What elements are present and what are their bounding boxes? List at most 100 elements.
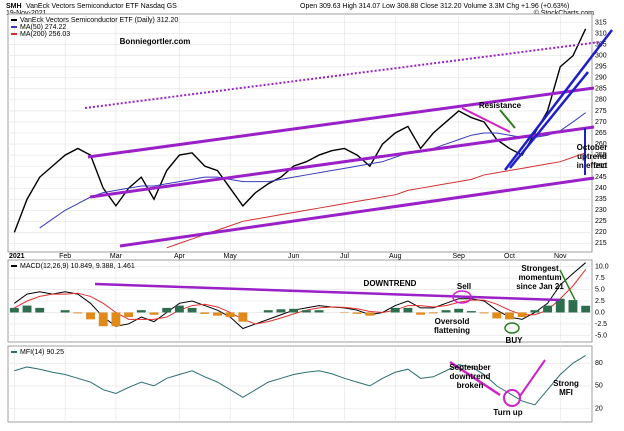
annotation-line: uptrend xyxy=(577,152,607,161)
annotation-shape xyxy=(504,322,520,334)
legend-swatch xyxy=(11,19,17,21)
symbol: SMH xyxy=(6,3,22,10)
y-tick-label: 240 xyxy=(595,185,607,192)
annotation-line: since Jan 21 xyxy=(516,282,564,291)
y-tick-label: -2.5 xyxy=(595,321,607,328)
y-tick-label: 290 xyxy=(595,75,607,82)
annotation: Bonniegortler.com xyxy=(120,37,191,46)
histogram-bar xyxy=(314,310,324,313)
legend-swatch xyxy=(11,265,17,267)
y-tick-label: 295 xyxy=(595,64,607,71)
annotation-shape xyxy=(519,359,546,397)
x-tick-label: Jul xyxy=(340,253,349,260)
annotation-line: broken xyxy=(457,381,484,390)
y-tick-label: 250 xyxy=(595,163,607,170)
histogram-bar xyxy=(530,310,540,313)
annotation-line: MFI xyxy=(559,388,573,397)
legend-entry: MA(200) 256.03 xyxy=(20,31,70,38)
histogram-bar xyxy=(86,312,95,320)
histogram-bar xyxy=(441,310,451,313)
histogram-bar xyxy=(543,305,553,313)
histogram-bar xyxy=(352,312,362,314)
y-tick-label: 10.0 xyxy=(595,263,609,270)
annotation: September downtrend broken xyxy=(449,363,490,390)
histogram-bar xyxy=(187,307,197,313)
legend-swatch xyxy=(11,351,17,353)
histogram-bar xyxy=(263,310,273,313)
annotation-line: in effect xyxy=(577,161,608,170)
annotation: Resistance xyxy=(479,101,522,110)
annotation: Oversold flattening xyxy=(434,317,470,335)
histogram-bar xyxy=(289,308,299,313)
histogram-bar xyxy=(98,312,108,327)
y-tick-label: 50 xyxy=(595,383,603,390)
y-tick-label: 260 xyxy=(595,141,607,148)
histogram-bar xyxy=(505,312,514,320)
annotation-line: Strong xyxy=(553,379,579,388)
histogram-bar xyxy=(60,310,70,313)
histogram-bar xyxy=(466,311,476,313)
x-tick-label: Sep xyxy=(452,253,465,260)
annotation-line: Strongest xyxy=(521,264,559,273)
legend-entry: MFI(14) 90.25 xyxy=(20,349,64,356)
histogram-bar xyxy=(124,312,134,318)
legend-entry: MACD(12,26,9) 10.849, 9.388, 1.461 xyxy=(20,263,135,270)
annotation-shape xyxy=(449,360,501,397)
x-tick-label: May xyxy=(224,253,238,260)
y-tick-label: 310 xyxy=(595,31,607,38)
annotation-shape xyxy=(504,29,613,171)
x-tick-label: Mar xyxy=(110,253,123,260)
y-tick-label: 280 xyxy=(595,97,607,104)
x-tick-label: Feb xyxy=(59,253,71,260)
annotation-line: Oversold xyxy=(435,317,470,326)
y-tick-label: 285 xyxy=(595,86,607,93)
annotation-shape xyxy=(84,41,601,109)
histogram-bar xyxy=(213,312,222,316)
histogram-bar xyxy=(200,312,210,314)
y-tick-label: -5.0 xyxy=(595,332,607,339)
x-tick-label: Apr xyxy=(174,253,186,260)
legend-swatch xyxy=(11,26,17,28)
y-tick-label: 7.5 xyxy=(595,275,605,282)
quote: Open 309.63 High 314.07 Low 308.88 Close… xyxy=(300,3,569,10)
annotation: Strongest momentum since Jan 21 xyxy=(516,264,564,291)
histogram-bar xyxy=(136,310,146,313)
y-tick-label: 5.0 xyxy=(595,286,605,293)
annotation-shape xyxy=(503,389,521,407)
histogram-bar xyxy=(390,307,400,313)
y-tick-label: 230 xyxy=(595,207,607,214)
y-tick-label: 2.5 xyxy=(595,298,605,305)
annotation-shape xyxy=(509,71,589,169)
histogram-bar xyxy=(416,312,426,315)
annotation: DOWNTREND xyxy=(364,279,417,288)
annotation: Turn up xyxy=(493,408,522,417)
histogram-bar xyxy=(454,308,464,313)
series-line xyxy=(14,354,586,406)
annotation-shape xyxy=(94,282,561,302)
annotation-line: flattening xyxy=(434,326,470,335)
histogram-bar xyxy=(73,312,83,314)
histogram-bar xyxy=(149,312,159,315)
histogram-bar xyxy=(162,307,172,313)
annotation-line: downtrend xyxy=(450,372,491,381)
series-line xyxy=(14,269,587,325)
histogram-bar xyxy=(35,307,45,313)
y-tick-label: 215 xyxy=(595,240,607,247)
annotation-shape xyxy=(87,86,595,159)
y-tick-label: 20 xyxy=(595,405,603,412)
series-line xyxy=(14,262,586,330)
y-tick-label: 80 xyxy=(595,360,603,367)
annotation-shape xyxy=(559,269,576,301)
annotation: October uptrend in effect xyxy=(577,143,608,170)
histogram-bar xyxy=(492,312,502,319)
x-tick-label: Jun xyxy=(288,253,299,260)
histogram-bar xyxy=(365,312,375,316)
legend-entry: VanEck Vectors Semiconductor ETF (Daily)… xyxy=(20,17,178,24)
annotation-shape xyxy=(461,107,511,133)
annotation: Sell xyxy=(457,282,471,291)
x-tick-label: Aug xyxy=(389,253,402,260)
histogram-bar xyxy=(479,312,489,314)
histogram-bar xyxy=(428,312,438,314)
annotation: Strong MFI xyxy=(553,379,579,397)
